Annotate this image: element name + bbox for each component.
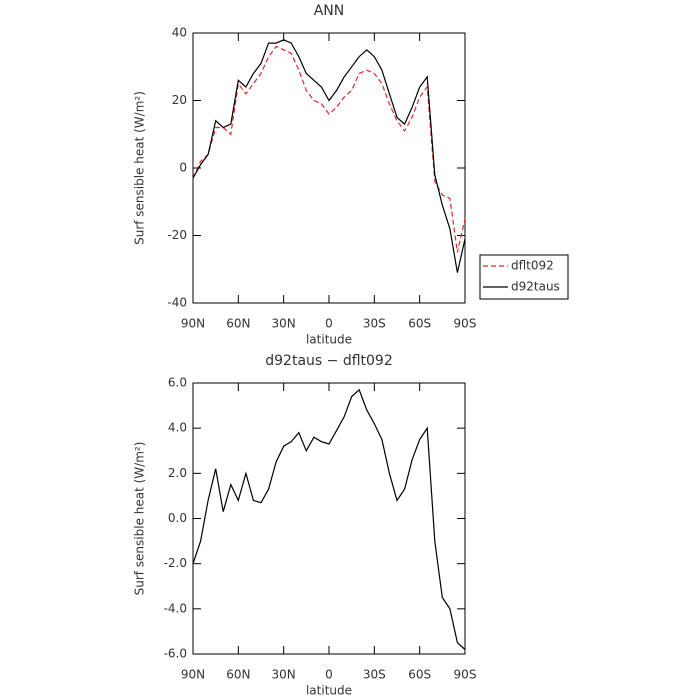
y-tick-label: -20 — [167, 228, 187, 242]
x-axis-label: latitude — [306, 333, 352, 347]
x-tick-label: 30S — [363, 317, 386, 331]
plot-frame — [192, 382, 466, 655]
x-tick-label: 90N — [181, 668, 205, 682]
x-tick-label: 30N — [272, 668, 296, 682]
chart-title: ANN — [314, 3, 345, 19]
legend-box — [479, 254, 569, 300]
x-tick-label: 0 — [325, 668, 333, 682]
x-tick-label: 60N — [226, 668, 250, 682]
y-tick-label: -40 — [167, 296, 187, 310]
y-tick-label: -6.0 — [164, 647, 187, 661]
y-tick-label: 40 — [172, 26, 187, 40]
y-axis-label: Surf sensible heat (W/m²) — [133, 442, 147, 596]
series-line — [192, 45, 466, 253]
legend-label: dflt092 — [511, 259, 554, 273]
y-tick-label: 20 — [172, 93, 187, 107]
x-tick-label: 0 — [325, 317, 333, 331]
legend-label: d92taus — [511, 280, 560, 294]
x-tick-label: 90S — [454, 317, 477, 331]
x-tick-label: 60N — [226, 317, 250, 331]
x-axis-label: latitude — [306, 684, 352, 698]
y-tick-label: 0 — [179, 161, 187, 175]
y-tick-label: -4.0 — [164, 601, 187, 615]
y-axis-label: Surf sensible heat (W/m²) — [133, 91, 147, 245]
x-tick-label: 30S — [363, 668, 386, 682]
chart-title: d92taus − dflt092 — [265, 353, 392, 369]
x-tick-label: 90N — [181, 317, 205, 331]
y-tick-label: 6.0 — [168, 376, 187, 390]
series-line — [192, 388, 466, 650]
x-tick-label: 30N — [272, 317, 296, 331]
y-tick-label: 0.0 — [168, 511, 187, 525]
y-tick-label: 2.0 — [168, 466, 187, 480]
x-tick-label: 90S — [454, 668, 477, 682]
plot-frame — [192, 32, 466, 304]
y-tick-label: -2.0 — [164, 556, 187, 570]
y-tick-label: 4.0 — [168, 421, 187, 435]
x-tick-label: 60S — [408, 317, 431, 331]
series-line — [192, 39, 466, 273]
x-tick-label: 60S — [408, 668, 431, 682]
